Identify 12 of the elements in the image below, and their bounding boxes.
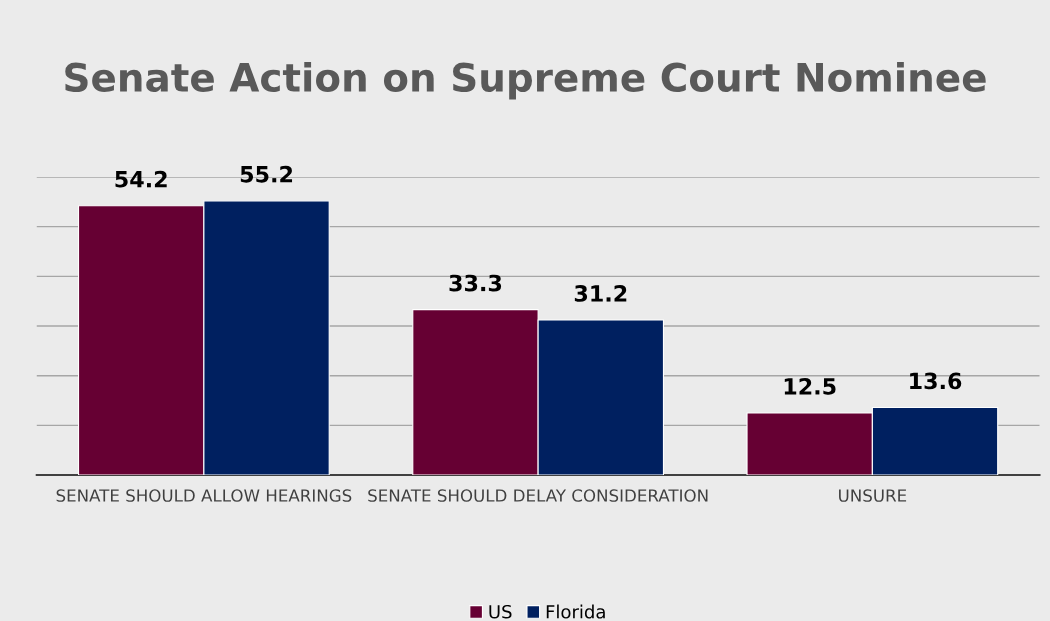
x-tick-label: SENATE SHOULD DELAY CONSIDERATION — [368, 489, 708, 502]
x-tick-label: UNSURE — [839, 489, 907, 502]
data-label: 31.2 — [574, 285, 627, 302]
x-tick-label: SENATE SHOULD ALLOW HEARINGS — [56, 489, 352, 502]
legend-label: Florida — [546, 604, 605, 619]
data-label: 54.2 — [115, 170, 167, 188]
data-label: 12.5 — [784, 377, 836, 395]
data-label: 33.3 — [449, 274, 502, 292]
chart-title: Senate Action on Supreme Court Nominee — [65, 61, 986, 100]
data-label: 13.6 — [910, 372, 962, 390]
data-label: 55.2 — [240, 165, 293, 183]
legend-label: US — [489, 604, 512, 619]
